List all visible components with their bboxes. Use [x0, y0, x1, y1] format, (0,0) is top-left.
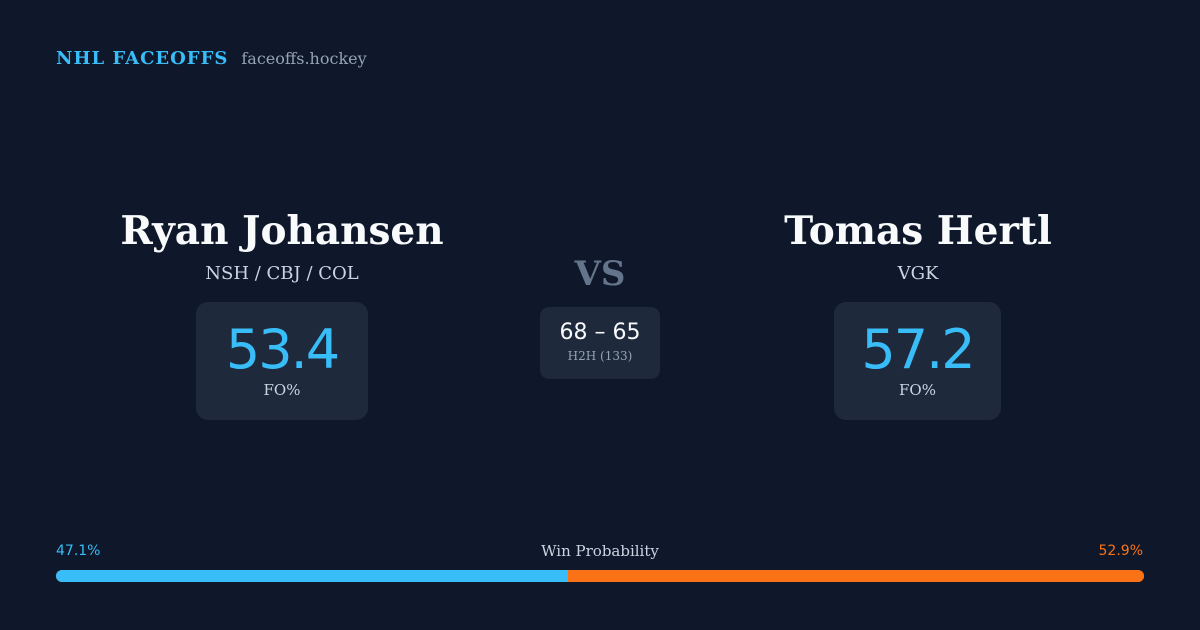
brand-site-link[interactable]: faceoffs.hockey	[241, 49, 367, 68]
win-prob-right-label: 52.9%	[1098, 543, 1143, 559]
win-prob-left-fill	[56, 570, 569, 582]
player-right-fo-label: FO%	[899, 381, 936, 399]
win-prob-left-label: 47.1%	[56, 543, 101, 559]
player-right-fo-value: 57.2	[861, 318, 975, 381]
brand-header: NHL FACEOFFS faceoffs.hockey	[56, 48, 367, 69]
player-left-fo-label: FO%	[263, 381, 301, 399]
player-left-fo-card: 53.4 FO%	[196, 302, 368, 420]
h2h-label: H2H (133)	[567, 349, 633, 363]
player-left-name: Ryan Johansen	[120, 208, 444, 254]
player-right-name: Tomas Hertl	[784, 208, 1052, 254]
vs-label: VS	[574, 254, 626, 294]
player-left: Ryan Johansen NSH / CBJ / COL	[62, 204, 502, 286]
player-left-teams: NSH / CBJ / COL	[205, 263, 359, 284]
player-right-teams: VGK	[897, 263, 939, 284]
win-prob-title: Win Probability	[541, 542, 659, 560]
player-right-fo-card: 57.2 FO%	[834, 302, 1001, 420]
h2h-card: 68 – 65 H2H (133)	[540, 307, 660, 379]
player-right: Tomas Hertl VGK	[698, 204, 1138, 286]
win-prob-right-fill	[568, 570, 1144, 582]
h2h-score: 68 – 65	[559, 320, 641, 345]
win-probability-bar	[56, 570, 1144, 582]
player-left-fo-value: 53.4	[225, 318, 340, 381]
brand-title: NHL FACEOFFS	[56, 48, 229, 69]
